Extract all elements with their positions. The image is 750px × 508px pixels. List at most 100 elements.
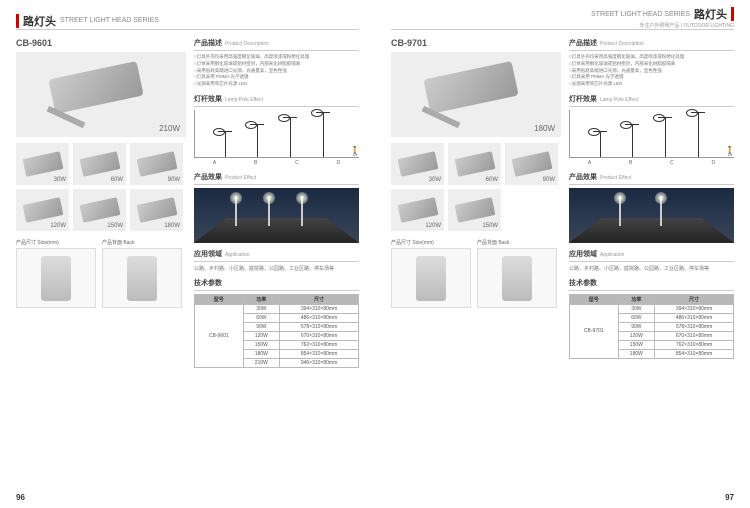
thumbnail: 60W — [73, 143, 126, 185]
size-label: 产品尺寸 Size(mm) — [391, 239, 471, 246]
table-cell: 394×310×80mm — [655, 304, 734, 313]
application-text: 公路、乡村路、小区路、庭院路、公园路、工业区路、停车场等 — [194, 265, 359, 272]
catalog-spread: 路灯头 STREET LIGHT HEAD SERIES CB-9601 210… — [0, 0, 750, 508]
hero-wattage: 180W — [534, 124, 555, 133]
header-left: 路灯头 STREET LIGHT HEAD SERIES — [16, 12, 359, 30]
spec-table: 型号功率尺寸 CB-960130W394×310×80mm60W486×310×… — [194, 294, 359, 368]
table-cell: 394×310×80mm — [280, 304, 359, 313]
hero-image: 210W — [16, 52, 186, 137]
back-label: 产品背面 Back — [477, 239, 557, 246]
application-text: 公路、乡村路、小区路、庭院路、公园路、工业区路、停车场等 — [569, 265, 734, 272]
thumbnail: 30W — [16, 143, 69, 185]
section-effect: 产品效果Product Effect — [194, 172, 359, 185]
size-diagram — [391, 248, 471, 308]
thumbnail: 30W — [391, 143, 444, 185]
page-number: 97 — [725, 493, 734, 502]
thumbnail-grid: 30W 60W 90W 120W 150W — [391, 143, 561, 231]
section-pole: 灯杆效果Lamp Pole Effect — [569, 94, 734, 107]
table-cell: 150W — [243, 340, 279, 349]
table-cell: 854×310×80mm — [280, 349, 359, 358]
section-spec: 技术参数 — [194, 278, 359, 291]
title-en: STREET LIGHT HEAD SERIES — [60, 17, 159, 24]
table-cell: 762×310×80mm — [655, 340, 734, 349]
table-cell: 210W — [243, 358, 279, 367]
table-cell: 150W — [618, 340, 654, 349]
thumb-wattage: 90W — [543, 177, 555, 183]
model-code: CB-9701 — [391, 38, 561, 48]
hero-image: 180W — [391, 52, 561, 137]
table-cell: 762×310×80mm — [280, 340, 359, 349]
thumbnail: 150W — [73, 189, 126, 231]
description-text: ○灯具外壳均采用高强度钢化玻璃，高度喷漆或粉烤化处理○灯体采用钢化玻璃或铝材密封… — [194, 54, 359, 88]
table-cell: 60W — [243, 313, 279, 322]
thumb-wattage: 90W — [168, 177, 180, 183]
table-cell: 578×310×80mm — [280, 322, 359, 331]
accent-bar — [16, 14, 19, 28]
table-cell: 60W — [618, 313, 654, 322]
description-text: ○灯具外壳均采用高强度钢化玻璃，高度喷漆或粉烤化处理○灯体采用钢化玻璃或铝材密封… — [569, 54, 734, 88]
chart-labels: ABCD — [569, 160, 734, 166]
table-cell: 30W — [243, 304, 279, 313]
thumb-wattage: 60W — [486, 177, 498, 183]
table-cell: 486×310×80mm — [280, 313, 359, 322]
table-cell: 30W — [618, 304, 654, 313]
table-cell: 180W — [618, 349, 654, 358]
spec-table: 型号功率尺寸 CB-970130W394×310×80mm60W486×310×… — [569, 294, 734, 359]
thumb-wattage: 60W — [111, 177, 123, 183]
table-cell: 90W — [243, 322, 279, 331]
model-code: CB-9601 — [16, 38, 186, 48]
section-description: 产品描述Product Description — [569, 38, 734, 51]
page-number: 96 — [16, 493, 25, 502]
table-cell: 120W — [618, 331, 654, 340]
thumb-wattage: 30W — [54, 177, 66, 183]
table-cell: 854×310×80mm — [655, 349, 734, 358]
size-label: 产品尺寸 Size(mm) — [16, 239, 96, 246]
table-cell: 670×310×80mm — [655, 331, 734, 340]
table-model-cell: CB-9701 — [570, 304, 619, 358]
size-diagram — [16, 248, 96, 308]
table-cell: 90W — [618, 322, 654, 331]
thumb-wattage: 120W — [425, 223, 441, 229]
table-cell: 946×310×80mm — [280, 358, 359, 367]
table-cell: 578×310×80mm — [655, 322, 734, 331]
section-description: 产品描述Product Description — [194, 38, 359, 51]
person-icon: 🚶 — [725, 146, 736, 157]
table-cell: 180W — [243, 349, 279, 358]
thumbnail-grid: 30W 60W 90W 120W 150W 180W — [16, 143, 186, 231]
thumb-wattage: 150W — [107, 223, 123, 229]
thumbnail: 150W — [448, 189, 501, 231]
thumbnail: 120W — [16, 189, 69, 231]
header-right: STREET LIGHT HEAD SERIES路灯头 专注户外照明产品 | O… — [391, 12, 734, 30]
thumb-wattage: 150W — [482, 223, 498, 229]
person-icon: 🚶 — [350, 146, 361, 157]
page-right: STREET LIGHT HEAD SERIES路灯头 专注户外照明产品 | O… — [375, 0, 750, 508]
table-cell: 486×310×80mm — [655, 313, 734, 322]
thumbnail: 60W — [448, 143, 501, 185]
section-effect: 产品效果Product Effect — [569, 172, 734, 185]
back-diagram — [477, 248, 557, 308]
thumb-wattage: 120W — [50, 223, 66, 229]
chart-labels: ABCD — [194, 160, 359, 166]
hero-wattage: 210W — [159, 124, 180, 133]
effect-photo — [569, 188, 734, 243]
title-cn: 路灯头 — [23, 13, 56, 29]
thumbnail: 90W — [130, 143, 183, 185]
back-label: 产品背面 Back — [102, 239, 182, 246]
table-cell: 670×310×80mm — [280, 331, 359, 340]
table-cell: 120W — [243, 331, 279, 340]
page-left: 路灯头 STREET LIGHT HEAD SERIES CB-9601 210… — [0, 0, 375, 508]
section-application: 应用领域Application — [569, 249, 734, 262]
section-pole: 灯杆效果Lamp Pole Effect — [194, 94, 359, 107]
thumbnail: 180W — [130, 189, 183, 231]
thumb-wattage: 180W — [164, 223, 180, 229]
thumbnail: 120W — [391, 189, 444, 231]
section-spec: 技术参数 — [569, 278, 734, 291]
pole-chart: 🚶 — [569, 110, 734, 158]
section-application: 应用领域Application — [194, 249, 359, 262]
thumbnail: 90W — [505, 143, 558, 185]
subtitle: 专注户外照明产品 | OUTDOOR LIGHTING — [639, 22, 734, 29]
thumb-wattage: 30W — [429, 177, 441, 183]
back-diagram — [102, 248, 182, 308]
effect-photo — [194, 188, 359, 243]
table-model-cell: CB-9601 — [195, 304, 244, 367]
